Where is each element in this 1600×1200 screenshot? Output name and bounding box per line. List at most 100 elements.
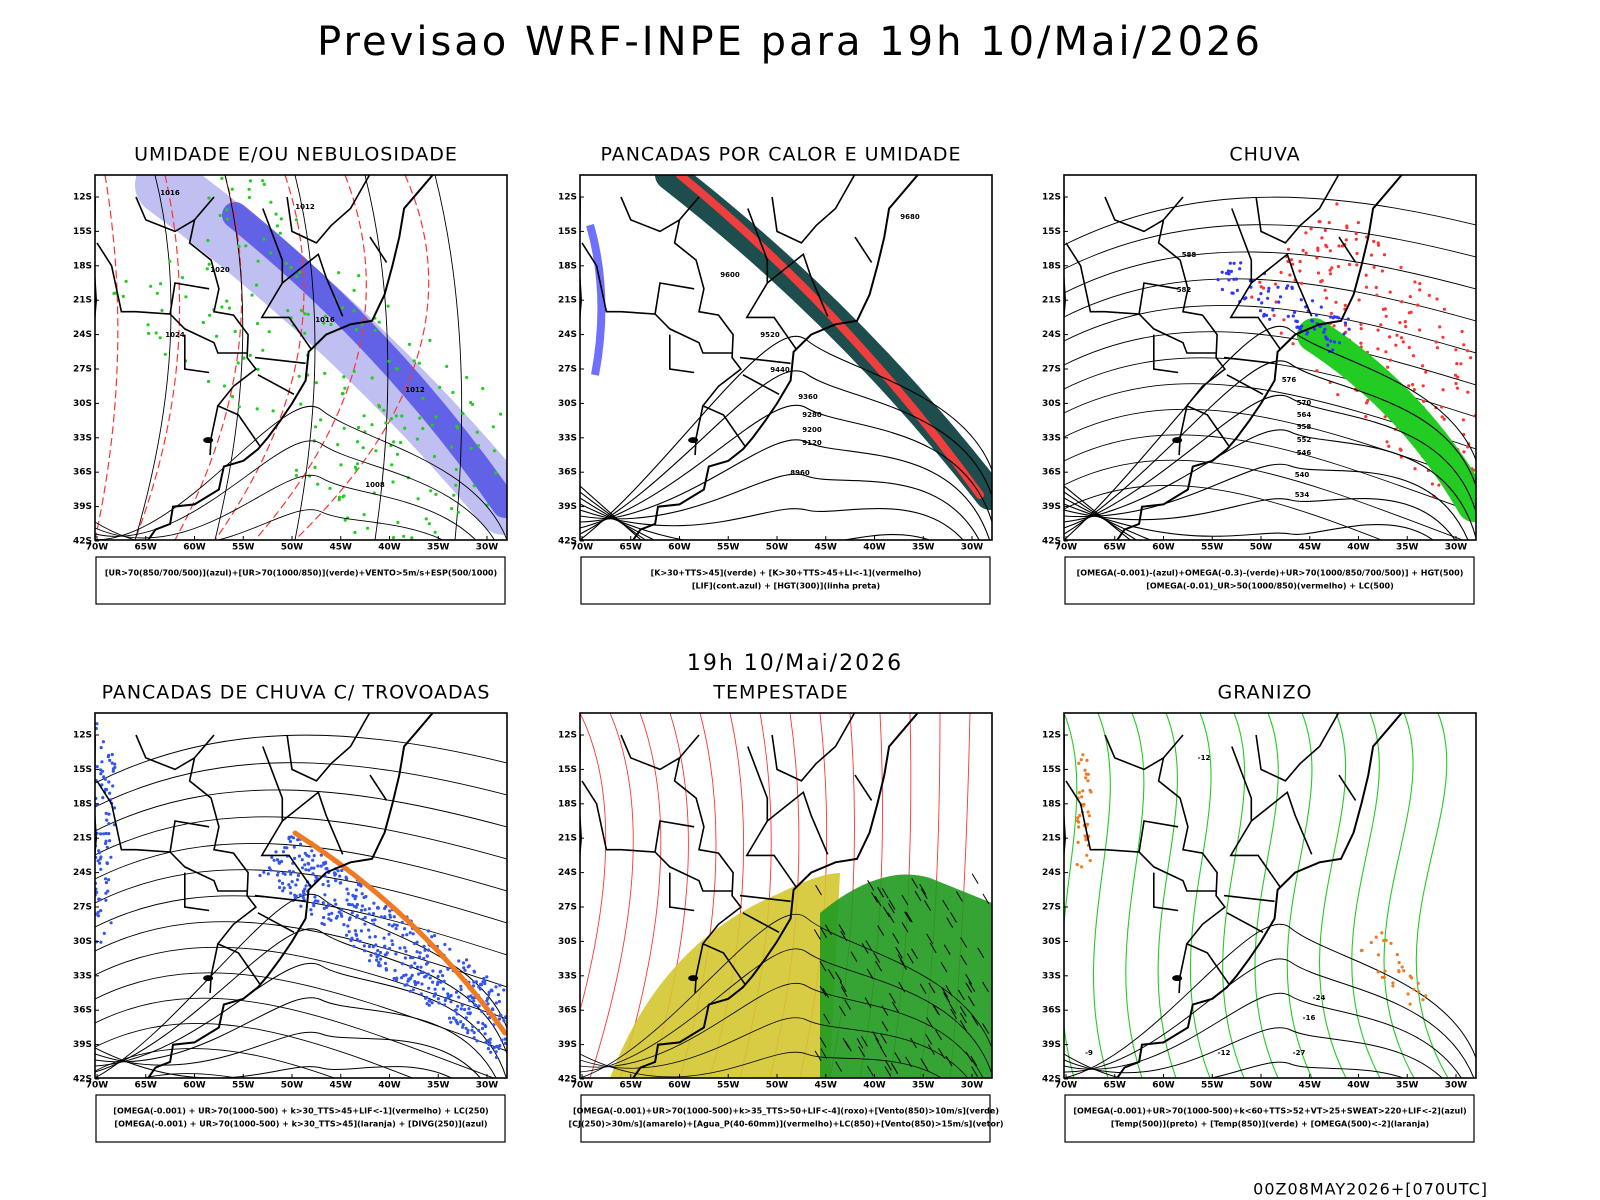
field-dot [1325, 337, 1330, 341]
field-dot [347, 930, 351, 934]
lon-label: 55W [1201, 543, 1224, 553]
field-dot [403, 946, 407, 950]
field-dot [314, 381, 318, 385]
field-dot [399, 440, 403, 445]
panel-title: UMIDADE E/OU NEBULOSIDADE [134, 144, 458, 166]
field-dot [1077, 761, 1081, 765]
field-dot [354, 888, 358, 892]
lon-label: 35W [427, 543, 450, 553]
wind-vector [892, 933, 900, 944]
lon-label: 70W [86, 1081, 109, 1091]
field-dot [396, 520, 400, 524]
field-dot [445, 364, 449, 368]
field-dot [281, 881, 285, 885]
field-dot [1365, 401, 1369, 405]
contour-label: 1020 [210, 266, 230, 274]
field-dot [533, 453, 536, 456]
border [1138, 313, 1217, 354]
field-dot [1331, 348, 1335, 352]
field-dot [289, 872, 293, 876]
field-dot [121, 294, 125, 298]
field-dot [262, 237, 266, 241]
field-dot [346, 924, 350, 928]
field-dot [1316, 248, 1320, 252]
border [257, 912, 295, 934]
wind-vector [824, 924, 832, 936]
field-dot [1482, 382, 1485, 385]
field-dot [466, 1031, 470, 1035]
field-dot [420, 982, 424, 986]
field-dot [1359, 322, 1363, 326]
field-dot [1260, 301, 1264, 305]
field-dot [378, 964, 382, 968]
field-dot [342, 923, 346, 927]
field-dot [278, 885, 282, 890]
contour-label: 540 [1295, 471, 1310, 479]
field-dot [1336, 264, 1341, 269]
lon-label: 40W [863, 1081, 886, 1091]
wind-vector [897, 954, 905, 965]
field-dot [1530, 398, 1533, 401]
lat-label: 36S [558, 468, 577, 478]
field-dot [1408, 974, 1412, 978]
contour [1318, 713, 1347, 1078]
field-dot [434, 492, 438, 496]
map: 588 582 576 570 564 558 552 546 540 534 12S 15S 18S 2… [1042, 174, 1533, 553]
map-frame [579, 174, 993, 541]
field-dot [155, 291, 159, 295]
field-dot [352, 288, 356, 292]
field-dot [400, 962, 404, 966]
field-dot [1300, 281, 1304, 285]
field-dot [1279, 331, 1283, 335]
wind-vector [858, 1046, 866, 1057]
field-dot [1272, 313, 1276, 318]
wind-vector [965, 973, 973, 985]
field-dot [430, 423, 434, 427]
field-dot [323, 371, 327, 375]
field-dot [1224, 271, 1229, 275]
wind-vector [901, 922, 909, 933]
field-dot [296, 838, 300, 842]
field-dot [413, 980, 417, 984]
border [581, 242, 695, 315]
border [281, 252, 344, 317]
field-dot [1081, 753, 1085, 757]
wind-vector [911, 948, 918, 960]
contour-label: -16 [1303, 1014, 1316, 1022]
border [1223, 894, 1275, 903]
field-dot [368, 935, 372, 939]
field-dot [1244, 296, 1248, 300]
map-bg [95, 175, 507, 540]
field-dot [1343, 321, 1347, 325]
lat-label: 21S [73, 296, 92, 306]
field-dot [290, 880, 294, 884]
wind-vector [881, 1005, 889, 1016]
field-dot [439, 980, 443, 984]
field-dot [485, 975, 489, 979]
wind-vector [946, 917, 954, 928]
lat-label: 42S [73, 537, 92, 547]
field-dot [372, 901, 376, 905]
field-dot [341, 392, 345, 396]
contour [95, 928, 507, 1073]
field-dot [256, 259, 260, 263]
lon-label: 60W [183, 1081, 206, 1091]
wind-vector [924, 900, 931, 911]
field-dot [364, 894, 368, 899]
contour [1189, 713, 1212, 1078]
field-dot [353, 530, 357, 535]
lat-label: 18S [558, 799, 577, 809]
field-dot [1084, 776, 1088, 780]
streamline [95, 1048, 336, 1078]
field-dot [207, 262, 211, 266]
field-dot [1440, 415, 1444, 419]
field-dot [110, 752, 114, 757]
field-dot [336, 443, 340, 447]
field-dot [159, 282, 163, 286]
contour-label: -12 [1218, 1049, 1231, 1057]
field-dot [408, 989, 412, 993]
field-dot [1369, 940, 1373, 945]
contour [580, 439, 990, 540]
field-dot [1394, 343, 1398, 347]
streamline [95, 734, 507, 784]
